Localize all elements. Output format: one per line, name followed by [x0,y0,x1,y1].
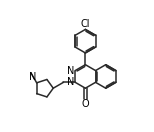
Text: N: N [67,66,74,76]
Text: Cl: Cl [81,19,90,29]
Text: N: N [29,72,36,82]
Text: N: N [67,77,74,87]
Text: O: O [82,99,89,109]
